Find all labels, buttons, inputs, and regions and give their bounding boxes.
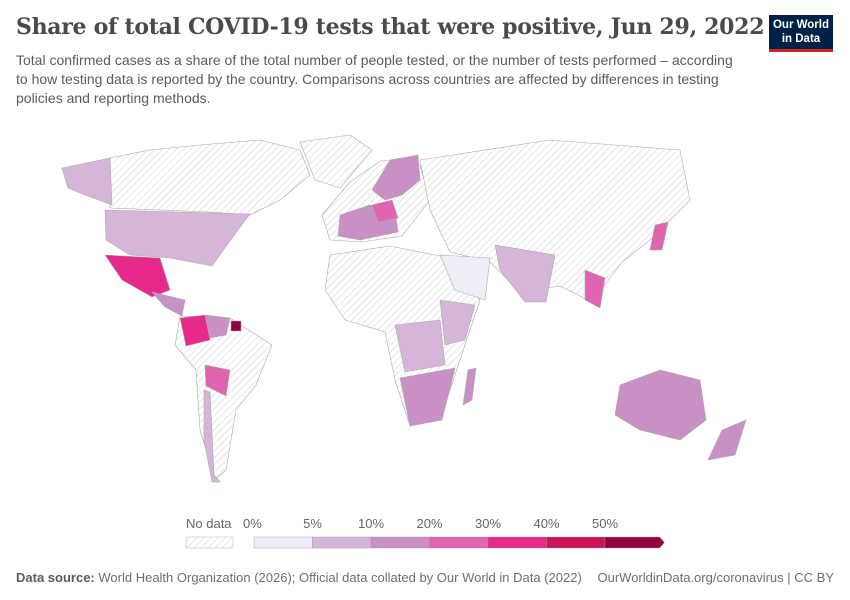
region-central-europe[interactable] (371, 199, 399, 223)
legend-tick-label: 0% (243, 516, 262, 531)
region-chile[interactable] (203, 389, 221, 483)
region-new-zealand[interactable] (707, 419, 747, 461)
region-east-africa[interactable] (439, 299, 476, 346)
legend-bin[interactable] (253, 536, 313, 549)
legend-bin[interactable] (370, 536, 430, 549)
region-south-america[interactable] (174, 315, 273, 481)
region-madagascar[interactable] (462, 367, 477, 406)
chart-title: Share of total COVID-19 tests that were … (16, 14, 765, 40)
region-southern-africa[interactable] (399, 367, 456, 427)
legend-bin[interactable] (487, 536, 547, 549)
chart-subtitle: Total confirmed cases as a share of the … (16, 52, 733, 106)
legend-tick-label: 5% (303, 516, 322, 531)
data-source: Data source: World Health Organization (… (16, 570, 582, 585)
region-colombia-ecuador[interactable] (179, 314, 211, 347)
legend-tick-label: 50% (592, 516, 618, 531)
legend-tick-label: 30% (475, 516, 501, 531)
region-middle-east[interactable] (439, 254, 491, 301)
region-venezuela[interactable] (204, 314, 231, 339)
region-central-america[interactable] (151, 291, 186, 317)
region-alaska[interactable] (61, 157, 113, 206)
region-japan[interactable] (649, 221, 669, 251)
region-south-asia[interactable] (494, 244, 556, 303)
region-southeast-asia[interactable] (584, 269, 606, 309)
region-bolivia[interactable] (204, 364, 231, 397)
region-usa[interactable] (104, 209, 251, 267)
region-canada[interactable] (109, 139, 311, 216)
legend-bin[interactable] (546, 536, 606, 549)
color-legend: No data 0% 5% 10% 20% 30% 40% 50% (185, 516, 665, 549)
region-suriname[interactable] (230, 320, 242, 332)
region-mexico[interactable] (104, 254, 171, 298)
legend-tick-label: 20% (416, 516, 442, 531)
legend-no-data-swatch[interactable] (185, 536, 234, 549)
source-label: Data source: (16, 570, 95, 585)
world-map[interactable] (0, 125, 850, 495)
footer-url[interactable]: OurWorldinData.org/coronavirus | CC BY (597, 570, 834, 585)
owid-logo[interactable]: Our World in Data (769, 15, 833, 52)
source-text: World Health Organization (2026); Offici… (98, 570, 582, 585)
legend-bin[interactable] (604, 536, 665, 549)
legend-no-data-label: No data (186, 516, 232, 531)
region-australia[interactable] (614, 369, 707, 441)
region-scandinavia[interactable] (371, 154, 421, 201)
region-central-africa[interactable] (394, 319, 446, 373)
region-greenland[interactable] (299, 134, 373, 189)
legend-tick-label: 10% (358, 516, 384, 531)
legend-bin[interactable] (312, 536, 372, 549)
legend-tick-label: 40% (533, 516, 559, 531)
legend-bin[interactable] (429, 536, 489, 549)
